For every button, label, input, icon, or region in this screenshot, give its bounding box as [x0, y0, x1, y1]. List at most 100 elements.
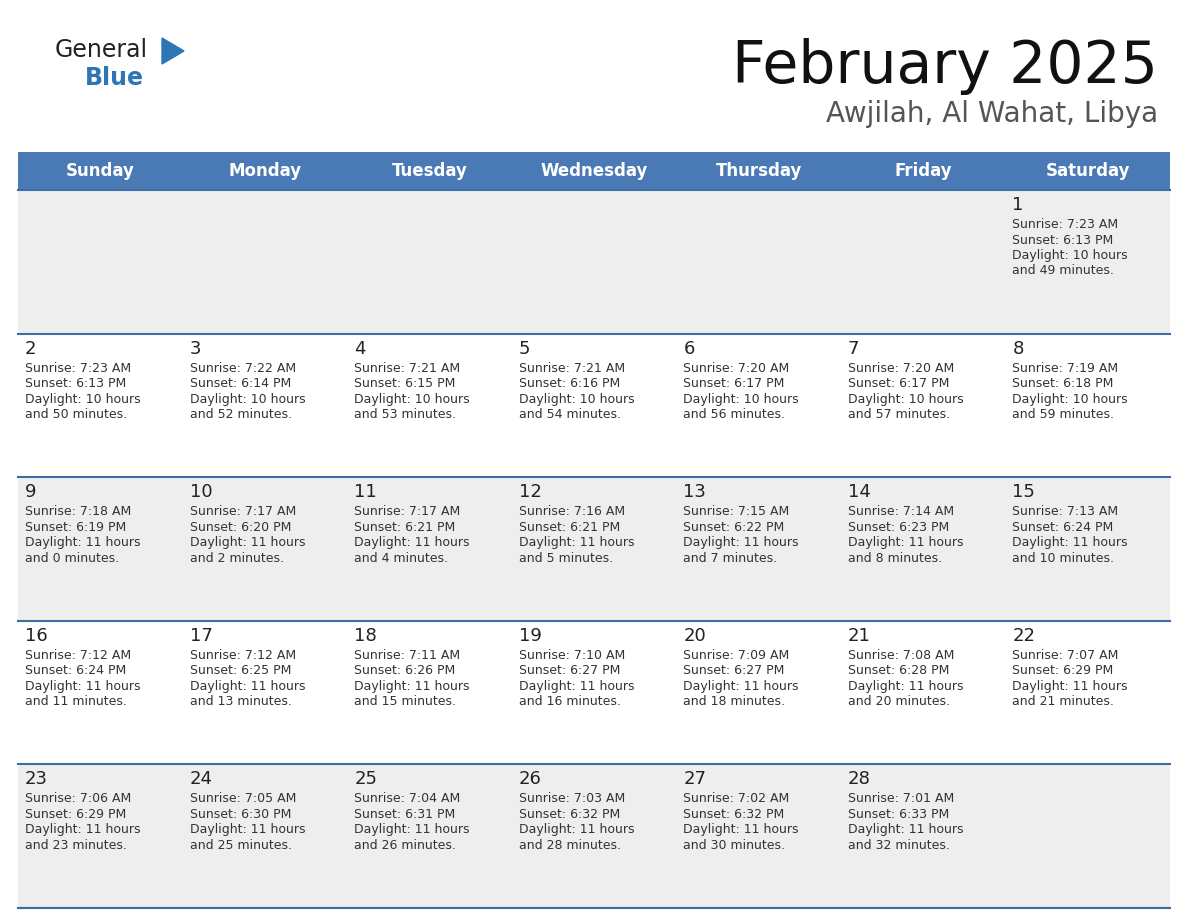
- Text: Sunrise: 7:17 AM: Sunrise: 7:17 AM: [190, 505, 296, 518]
- Text: 12: 12: [519, 483, 542, 501]
- Text: Sunrise: 7:14 AM: Sunrise: 7:14 AM: [848, 505, 954, 518]
- Text: Daylight: 11 hours: Daylight: 11 hours: [683, 536, 798, 549]
- Bar: [18, 190, 1170, 333]
- Text: and 23 minutes.: and 23 minutes.: [25, 839, 127, 852]
- Text: 7: 7: [848, 340, 859, 358]
- Text: Sunset: 6:22 PM: Sunset: 6:22 PM: [683, 521, 784, 533]
- Text: Daylight: 11 hours: Daylight: 11 hours: [354, 536, 469, 549]
- Text: Sunrise: 7:03 AM: Sunrise: 7:03 AM: [519, 792, 625, 805]
- Text: Sunrise: 7:08 AM: Sunrise: 7:08 AM: [848, 649, 954, 662]
- Bar: [18, 152, 1170, 190]
- Text: Daylight: 11 hours: Daylight: 11 hours: [190, 536, 305, 549]
- Text: and 53 minutes.: and 53 minutes.: [354, 409, 456, 421]
- Text: Daylight: 11 hours: Daylight: 11 hours: [848, 823, 963, 836]
- Text: 28: 28: [848, 770, 871, 789]
- Text: Sunset: 6:28 PM: Sunset: 6:28 PM: [848, 665, 949, 677]
- Polygon shape: [162, 38, 184, 64]
- Text: 21: 21: [848, 627, 871, 644]
- Text: Sunset: 6:13 PM: Sunset: 6:13 PM: [1012, 233, 1113, 247]
- Text: Sunset: 6:33 PM: Sunset: 6:33 PM: [848, 808, 949, 821]
- Text: Sunset: 6:29 PM: Sunset: 6:29 PM: [1012, 665, 1113, 677]
- Text: February 2025: February 2025: [732, 38, 1158, 95]
- Text: Daylight: 11 hours: Daylight: 11 hours: [848, 536, 963, 549]
- Text: Daylight: 10 hours: Daylight: 10 hours: [848, 393, 963, 406]
- Text: and 0 minutes.: and 0 minutes.: [25, 552, 119, 565]
- Text: Sunrise: 7:13 AM: Sunrise: 7:13 AM: [1012, 505, 1119, 518]
- Text: Daylight: 10 hours: Daylight: 10 hours: [1012, 249, 1129, 262]
- Text: Daylight: 10 hours: Daylight: 10 hours: [25, 393, 140, 406]
- Text: Sunrise: 7:09 AM: Sunrise: 7:09 AM: [683, 649, 790, 662]
- Text: and 30 minutes.: and 30 minutes.: [683, 839, 785, 852]
- Text: and 10 minutes.: and 10 minutes.: [1012, 552, 1114, 565]
- Text: General: General: [55, 38, 148, 62]
- Text: Wednesday: Wednesday: [541, 162, 647, 180]
- Text: Sunset: 6:32 PM: Sunset: 6:32 PM: [683, 808, 784, 821]
- Text: Sunrise: 7:06 AM: Sunrise: 7:06 AM: [25, 792, 131, 805]
- Text: 9: 9: [25, 483, 37, 501]
- Text: and 13 minutes.: and 13 minutes.: [190, 695, 291, 709]
- Text: Sunset: 6:18 PM: Sunset: 6:18 PM: [1012, 377, 1114, 390]
- Text: and 50 minutes.: and 50 minutes.: [25, 409, 127, 421]
- Text: and 2 minutes.: and 2 minutes.: [190, 552, 284, 565]
- Text: Awjilah, Al Wahat, Libya: Awjilah, Al Wahat, Libya: [826, 100, 1158, 128]
- Text: Sunset: 6:21 PM: Sunset: 6:21 PM: [354, 521, 455, 533]
- Text: and 54 minutes.: and 54 minutes.: [519, 409, 620, 421]
- Text: 18: 18: [354, 627, 377, 644]
- Text: Blue: Blue: [86, 66, 144, 90]
- Text: Sunrise: 7:22 AM: Sunrise: 7:22 AM: [190, 362, 296, 375]
- Text: Friday: Friday: [895, 162, 952, 180]
- Text: Sunrise: 7:05 AM: Sunrise: 7:05 AM: [190, 792, 296, 805]
- Text: Daylight: 11 hours: Daylight: 11 hours: [354, 823, 469, 836]
- Text: Sunrise: 7:01 AM: Sunrise: 7:01 AM: [848, 792, 954, 805]
- Text: Sunset: 6:21 PM: Sunset: 6:21 PM: [519, 521, 620, 533]
- Text: 11: 11: [354, 483, 377, 501]
- Text: Daylight: 10 hours: Daylight: 10 hours: [683, 393, 798, 406]
- Text: Sunset: 6:23 PM: Sunset: 6:23 PM: [848, 521, 949, 533]
- Text: and 59 minutes.: and 59 minutes.: [1012, 409, 1114, 421]
- Text: Sunrise: 7:18 AM: Sunrise: 7:18 AM: [25, 505, 131, 518]
- Text: 17: 17: [190, 627, 213, 644]
- Text: 27: 27: [683, 770, 707, 789]
- Text: Sunrise: 7:16 AM: Sunrise: 7:16 AM: [519, 505, 625, 518]
- Text: and 49 minutes.: and 49 minutes.: [1012, 264, 1114, 277]
- Text: 14: 14: [848, 483, 871, 501]
- Text: Daylight: 11 hours: Daylight: 11 hours: [519, 536, 634, 549]
- Text: Daylight: 11 hours: Daylight: 11 hours: [25, 823, 140, 836]
- Text: Sunset: 6:17 PM: Sunset: 6:17 PM: [848, 377, 949, 390]
- Text: and 28 minutes.: and 28 minutes.: [519, 839, 620, 852]
- Text: Sunrise: 7:11 AM: Sunrise: 7:11 AM: [354, 649, 460, 662]
- Text: 19: 19: [519, 627, 542, 644]
- Text: 25: 25: [354, 770, 377, 789]
- Text: 2: 2: [25, 340, 37, 358]
- Text: Sunset: 6:20 PM: Sunset: 6:20 PM: [190, 521, 291, 533]
- Text: 15: 15: [1012, 483, 1035, 501]
- Text: Tuesday: Tuesday: [392, 162, 467, 180]
- Text: Sunset: 6:16 PM: Sunset: 6:16 PM: [519, 377, 620, 390]
- Text: 26: 26: [519, 770, 542, 789]
- Text: and 26 minutes.: and 26 minutes.: [354, 839, 456, 852]
- Text: 5: 5: [519, 340, 530, 358]
- Text: 10: 10: [190, 483, 213, 501]
- Text: Sunday: Sunday: [65, 162, 134, 180]
- Text: 1: 1: [1012, 196, 1024, 214]
- Text: Thursday: Thursday: [715, 162, 802, 180]
- Text: and 15 minutes.: and 15 minutes.: [354, 695, 456, 709]
- Bar: [18, 621, 1170, 765]
- Text: Sunset: 6:24 PM: Sunset: 6:24 PM: [25, 665, 126, 677]
- Text: and 20 minutes.: and 20 minutes.: [848, 695, 950, 709]
- Text: Sunset: 6:25 PM: Sunset: 6:25 PM: [190, 665, 291, 677]
- Text: Sunrise: 7:04 AM: Sunrise: 7:04 AM: [354, 792, 461, 805]
- Text: Daylight: 10 hours: Daylight: 10 hours: [354, 393, 469, 406]
- Text: Daylight: 11 hours: Daylight: 11 hours: [190, 823, 305, 836]
- Text: Daylight: 10 hours: Daylight: 10 hours: [190, 393, 305, 406]
- Text: Saturday: Saturday: [1045, 162, 1130, 180]
- Text: Daylight: 11 hours: Daylight: 11 hours: [683, 680, 798, 693]
- Text: Daylight: 11 hours: Daylight: 11 hours: [25, 536, 140, 549]
- Text: 13: 13: [683, 483, 706, 501]
- Text: Daylight: 11 hours: Daylight: 11 hours: [519, 680, 634, 693]
- Text: 6: 6: [683, 340, 695, 358]
- Text: Sunset: 6:27 PM: Sunset: 6:27 PM: [519, 665, 620, 677]
- Text: and 56 minutes.: and 56 minutes.: [683, 409, 785, 421]
- Text: Sunset: 6:27 PM: Sunset: 6:27 PM: [683, 665, 784, 677]
- Text: Daylight: 11 hours: Daylight: 11 hours: [190, 680, 305, 693]
